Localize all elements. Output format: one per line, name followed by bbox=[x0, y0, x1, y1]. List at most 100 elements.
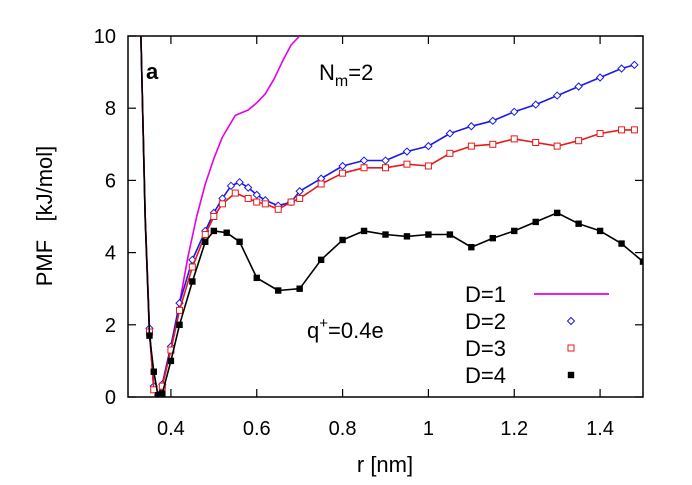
data-point bbox=[488, 116, 497, 126]
x-tick-label: 0.4 bbox=[157, 418, 185, 440]
data-point bbox=[553, 209, 561, 217]
data-point bbox=[618, 126, 626, 134]
data-point bbox=[339, 169, 347, 177]
panel-label: a bbox=[146, 59, 159, 84]
data-point bbox=[489, 140, 497, 148]
data-point bbox=[188, 263, 196, 271]
legend-swatch bbox=[566, 316, 576, 326]
data-point bbox=[231, 189, 239, 197]
data-point bbox=[176, 321, 183, 328]
x-tick-label: 1.2 bbox=[500, 418, 528, 440]
data-point bbox=[210, 213, 218, 220]
y-tick-label: 10 bbox=[94, 26, 116, 48]
data-point bbox=[201, 231, 209, 239]
data-point bbox=[253, 274, 260, 282]
series-layer bbox=[140, 36, 643, 397]
plot-frame bbox=[127, 35, 644, 398]
data-point bbox=[618, 240, 625, 247]
data-point bbox=[359, 156, 369, 165]
data-point bbox=[317, 180, 325, 188]
data-point bbox=[218, 200, 226, 208]
data-point bbox=[244, 194, 252, 202]
y-tick-label: 2 bbox=[105, 315, 116, 337]
x-tick-label: 0.6 bbox=[243, 418, 271, 440]
y-axis-label: PMF [kJ/mol] bbox=[32, 146, 57, 287]
data-point bbox=[467, 122, 476, 131]
data-point bbox=[510, 135, 518, 143]
data-point bbox=[261, 200, 269, 208]
data-point bbox=[146, 332, 153, 339]
data-point bbox=[639, 258, 643, 265]
legend-label: D=4 bbox=[465, 363, 506, 388]
x-tick-label: 1 bbox=[423, 418, 434, 440]
data-point bbox=[531, 100, 540, 109]
data-point bbox=[158, 382, 166, 390]
legend-label: D=1 bbox=[465, 282, 506, 307]
data-point bbox=[446, 231, 454, 238]
data-point bbox=[630, 126, 638, 134]
data-point bbox=[596, 129, 604, 137]
data-point bbox=[176, 306, 183, 314]
data-point bbox=[275, 287, 282, 294]
data-point bbox=[296, 285, 303, 292]
data-point bbox=[381, 156, 390, 165]
x-axis-label: r [nm] bbox=[357, 452, 413, 477]
data-point bbox=[226, 181, 236, 191]
data-point bbox=[295, 187, 304, 196]
y-tick-label: 8 bbox=[105, 98, 116, 120]
data-point bbox=[382, 231, 389, 238]
data-point bbox=[575, 220, 582, 227]
data-point bbox=[595, 73, 605, 82]
data-point bbox=[552, 91, 562, 100]
series-d-4 bbox=[140, 36, 643, 397]
data-point bbox=[424, 162, 432, 170]
x-tick-label: 0.8 bbox=[329, 418, 357, 440]
series-d-1 bbox=[140, 36, 301, 397]
data-point bbox=[402, 147, 412, 156]
series-d-3 bbox=[140, 36, 638, 397]
data-point bbox=[382, 164, 389, 172]
data-point bbox=[235, 177, 244, 187]
data-point bbox=[510, 107, 519, 117]
data-point bbox=[425, 231, 432, 238]
axis-ticks: 0.4 0.6 0.8 1 1.2 1.4 0 2 4 6 8 10 bbox=[94, 26, 643, 440]
data-point bbox=[424, 141, 433, 151]
data-point bbox=[167, 357, 175, 365]
y-tick-label: 0 bbox=[105, 387, 116, 409]
annotation-q: q+=0.4e bbox=[307, 315, 384, 343]
data-point bbox=[338, 161, 347, 171]
data-point bbox=[236, 238, 243, 245]
data-point bbox=[553, 142, 561, 150]
data-point bbox=[467, 142, 475, 150]
legend-label: D=3 bbox=[465, 336, 506, 361]
data-point bbox=[596, 227, 604, 235]
data-point bbox=[445, 129, 455, 138]
data-point bbox=[159, 390, 166, 397]
data-point bbox=[253, 198, 261, 206]
data-point bbox=[574, 82, 583, 91]
data-point bbox=[489, 234, 496, 242]
y-tick-label: 4 bbox=[105, 243, 116, 265]
data-point bbox=[154, 391, 162, 397]
legend-swatch bbox=[567, 371, 575, 379]
data-point bbox=[360, 227, 368, 235]
data-point bbox=[202, 238, 209, 245]
legend-label: D=2 bbox=[465, 309, 506, 334]
data-point bbox=[403, 233, 411, 240]
data-point bbox=[287, 198, 295, 206]
legend: D=1D=2D=3D=4 bbox=[465, 282, 609, 388]
data-point bbox=[252, 190, 261, 200]
y-tick-label: 6 bbox=[105, 170, 116, 192]
data-point bbox=[403, 160, 411, 168]
data-point bbox=[339, 236, 346, 244]
data-point bbox=[468, 243, 475, 251]
data-point bbox=[360, 164, 368, 172]
series-line bbox=[140, 36, 301, 397]
data-point bbox=[274, 205, 282, 213]
data-point bbox=[511, 227, 518, 235]
data-point bbox=[223, 229, 230, 236]
data-point bbox=[296, 194, 304, 202]
annotation-nm: Nm=2 bbox=[319, 60, 373, 90]
data-point bbox=[532, 138, 540, 146]
